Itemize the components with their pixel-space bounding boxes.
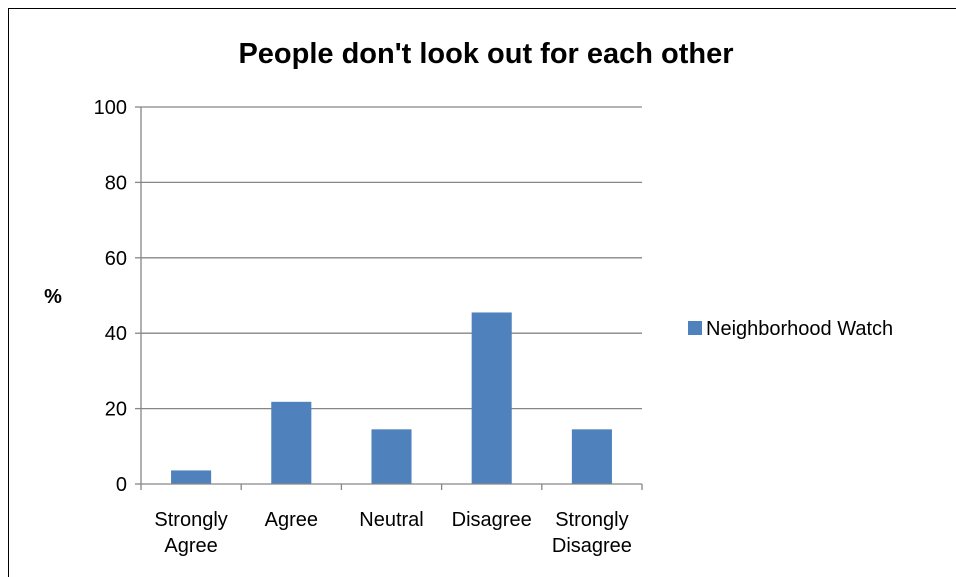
y-tick-label: 80 xyxy=(105,172,127,194)
x-category-label: Strongly Disagree xyxy=(552,509,632,557)
gridlines xyxy=(141,106,642,410)
bar xyxy=(571,429,612,484)
x-axis-labels: Strongly Agree Agree Neutral Disagree Strongl… xyxy=(154,509,632,557)
legend-swatch xyxy=(688,321,702,335)
chart-title: People don't look out for each other xyxy=(238,38,733,70)
y-axis-ticks: 0 20 40 60 80 100 xyxy=(94,97,141,496)
bar xyxy=(471,312,512,484)
x-category-label: Strongly Agree xyxy=(154,509,227,557)
axes xyxy=(140,107,643,490)
y-tick-label: 60 xyxy=(105,248,127,270)
legend: Neighborhood Watch xyxy=(688,318,893,340)
x-category-label: Disagree xyxy=(452,509,532,531)
y-tick-label: 100 xyxy=(94,97,127,119)
y-tick-label: 40 xyxy=(105,323,127,345)
x-category-label: Agree xyxy=(265,509,318,531)
bar xyxy=(271,401,312,484)
y-tick-label: 20 xyxy=(105,399,127,421)
x-category-label: Neutral xyxy=(359,509,423,531)
bar xyxy=(171,470,212,484)
y-axis-label: % xyxy=(44,286,62,308)
legend-label: Neighborhood Watch xyxy=(706,318,893,340)
bars xyxy=(171,312,612,484)
y-tick-label: 0 xyxy=(116,474,127,496)
bar xyxy=(371,429,412,484)
